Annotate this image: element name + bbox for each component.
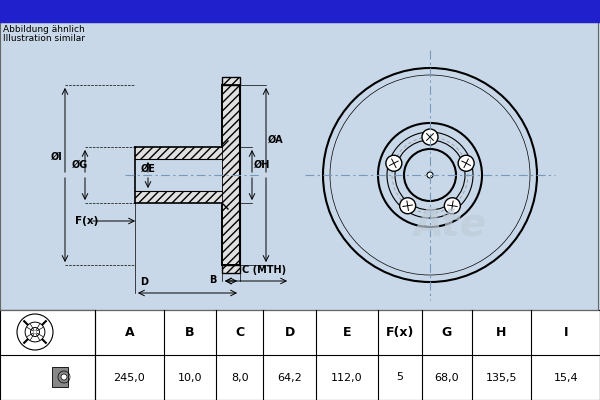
Text: 5: 5 (397, 372, 403, 382)
Circle shape (458, 155, 474, 171)
Circle shape (61, 374, 67, 380)
Text: ØI: ØI (51, 152, 63, 162)
Text: Ate: Ate (413, 206, 487, 244)
Bar (0, 310, 600, 400)
Text: B: B (185, 326, 194, 339)
Text: D: D (284, 326, 295, 339)
Text: 15,4: 15,4 (553, 372, 578, 382)
Circle shape (386, 155, 402, 171)
Bar (0, 22, 598, 310)
Bar (222, 77, 240, 85)
Circle shape (31, 328, 40, 336)
Text: 135,5: 135,5 (486, 372, 517, 382)
Text: ØG: ØG (72, 160, 88, 170)
Text: Illustration similar: Illustration similar (3, 34, 85, 43)
Text: 112,0: 112,0 (331, 372, 362, 382)
Text: D: D (140, 277, 148, 287)
Bar (135, 147, 222, 203)
Bar (222, 85, 240, 265)
Bar (0, 310, 95, 400)
Text: 245,0: 245,0 (113, 372, 145, 382)
Circle shape (445, 198, 460, 214)
Text: E: E (343, 326, 351, 339)
Text: A: A (124, 326, 134, 339)
Bar (222, 265, 240, 273)
Text: C: C (235, 326, 244, 339)
Bar (135, 147, 222, 159)
Bar (135, 159, 222, 191)
Text: 510201: 510201 (383, 2, 458, 20)
Text: 64,2: 64,2 (277, 372, 302, 382)
Text: Abbildung ähnlich: Abbildung ähnlich (3, 25, 85, 34)
Text: B: B (209, 275, 217, 285)
Bar (222, 85, 240, 265)
Circle shape (400, 198, 416, 214)
Bar (135, 191, 222, 203)
Text: F(x): F(x) (75, 216, 98, 226)
Bar (0, 0, 600, 22)
Text: I: I (563, 326, 568, 339)
Text: 68,0: 68,0 (434, 372, 459, 382)
Text: ØH: ØH (254, 160, 271, 170)
Text: ØE: ØE (140, 164, 155, 174)
Text: ØA: ØA (268, 135, 284, 145)
Circle shape (427, 172, 433, 178)
Text: H: H (496, 326, 506, 339)
Text: C (MTH): C (MTH) (242, 265, 286, 275)
Text: F(x): F(x) (386, 326, 414, 339)
Circle shape (422, 129, 438, 145)
Bar (52, 367, 68, 387)
Text: G: G (442, 326, 452, 339)
Text: 8,0: 8,0 (231, 372, 248, 382)
Text: 10,0: 10,0 (178, 372, 202, 382)
Text: 24.0310-0201.1: 24.0310-0201.1 (131, 2, 289, 20)
